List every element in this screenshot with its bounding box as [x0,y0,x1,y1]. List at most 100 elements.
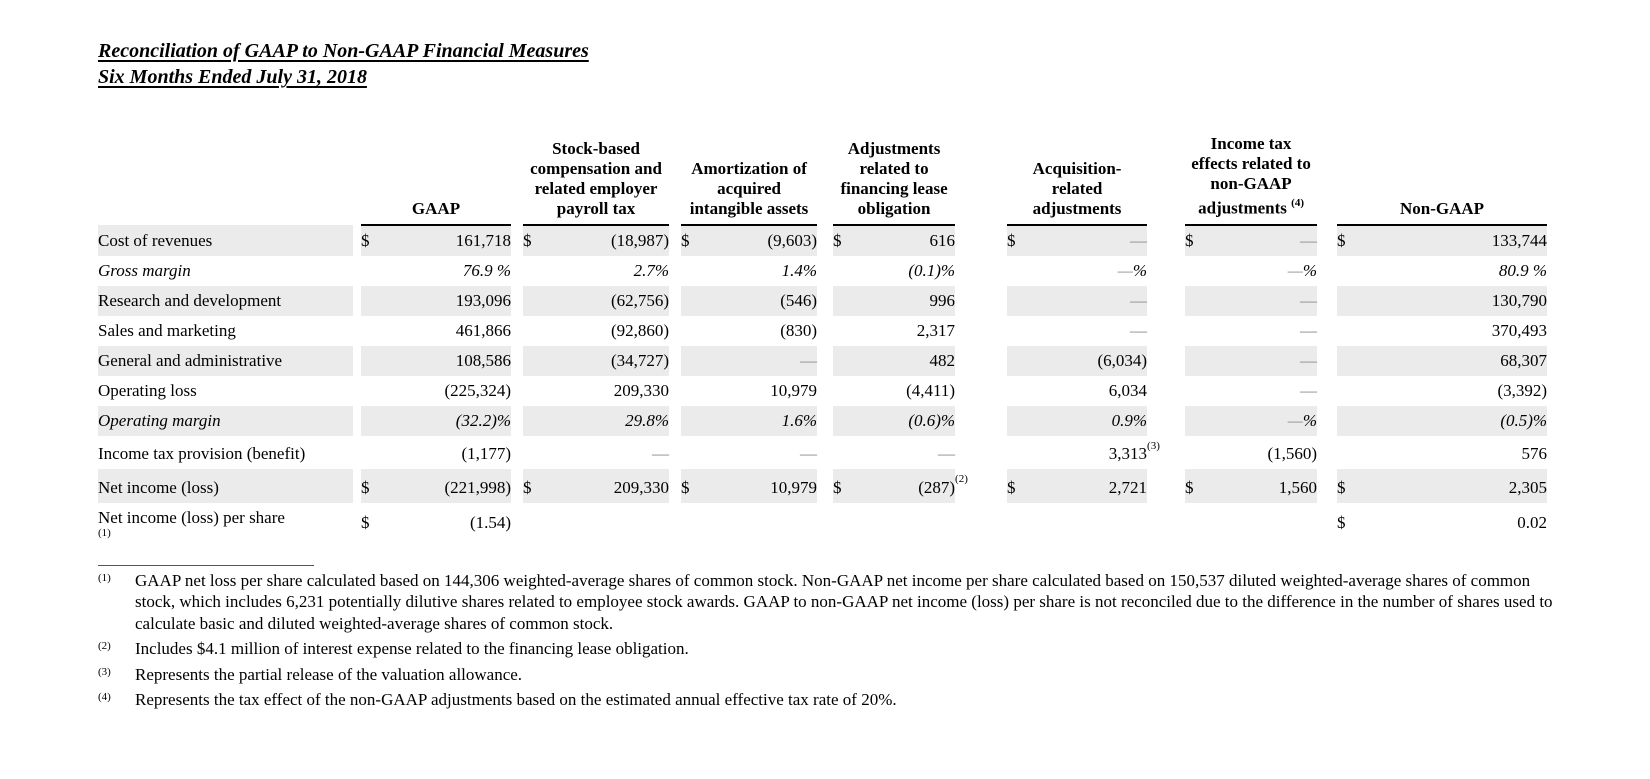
row-label: Research and development [98,285,353,316]
value-non-gaap: (3,392) [1497,380,1548,400]
dollar-sign: $ [1007,469,1032,503]
value-financing-lease: 482 [857,345,956,376]
footnote-4: (4) Represents the tax effect of the non… [98,689,1562,711]
value-amortization: 10,979 [705,469,818,503]
value-sbc: — [652,444,670,464]
value-sbc: 209,330 [547,469,670,503]
value-gaap: (32.2)% [385,405,512,436]
value-amortization: — [800,444,818,464]
row-label: General and administrative [98,345,353,376]
value-tax-effects [1209,503,1317,543]
value-non-gaap: 2,305 [1361,469,1548,503]
value-amortization: (546) [705,285,818,316]
value-acquisition: —% [1117,260,1148,280]
header-spacer [1147,134,1185,225]
dollar-sign: $ [361,512,370,532]
dollar-sign: $ [1185,469,1210,503]
dollar-sign: $ [1337,224,1362,256]
dollar-sign: $ [523,469,548,503]
value-sbc: (92,860) [610,320,670,340]
value-sbc: 29.8% [547,405,670,436]
column-header-amortization: Amortization of acquired intangible asse… [681,134,818,226]
column-header-income-tax-effects: Income tax effects related to non-GAAP a… [1185,134,1318,226]
footnote-3: (3) Represents the partial release of th… [98,664,1562,686]
header-spacer [669,134,681,225]
value-non-gaap: 576 [1521,444,1548,464]
value-amortization: (9,603) [705,224,818,256]
value-financing-lease: (4,411) [906,380,956,400]
value-non-gaap: 68,307 [1361,345,1548,376]
dollar-sign: $ [833,224,858,256]
value-financing-lease: 2,317 [916,320,956,340]
value-financing-lease: (287) [857,469,956,503]
row-label: Income tax provision (benefit) [98,444,306,464]
row-label: Gross margin [98,260,191,280]
column-header-acquisition-related: Acquisition-related adjustments [1007,134,1148,226]
value-financing-lease: 996 [857,285,956,316]
footnote-ref-2: (2) [955,473,968,486]
value-non-gaap: 0.02 [1517,512,1548,532]
value-sbc: (18,987) [547,224,670,256]
value-sbc: (62,756) [547,285,670,316]
value-amortization [705,503,817,543]
table-row-gross-margin: Gross margin 76.9 % 2.7% 1.4% (0.1)% —% … [98,256,1547,286]
column-header-income-tax-effects-text: Income tax effects related to non-GAAP a… [1191,134,1311,218]
dollar-sign: $ [523,224,548,256]
value-financing-lease: (0.1)% [908,260,956,280]
value-sbc: 209,330 [613,380,670,400]
value-financing-lease [857,503,955,543]
header-spacer [353,134,361,225]
value-amortization: 1.6% [705,405,818,436]
row-label: Net income (loss) per share (1) [98,503,353,543]
footnotes: (1) GAAP net loss per share calculated b… [98,570,1562,711]
table-row-general-and-administrative: General and administrative 108,586 (34,7… [98,345,1548,376]
title-line-1: Reconciliation of GAAP to Non-GAAP Finan… [98,40,589,62]
value-amortization: (830) [780,320,818,340]
value-acquisition: — [1130,320,1148,340]
value-acquisition [1031,503,1147,543]
title-line-2: Six Months Ended July 31, 2018 [98,66,367,88]
value-financing-lease: 616 [857,224,956,256]
header-spacer [1317,134,1337,225]
header-empty-label [98,134,353,225]
footnote-ref-3: (3) [1147,439,1160,452]
dollar-sign: $ [1007,224,1032,256]
column-header-non-gaap: Non-GAAP [1337,134,1548,226]
value-amortization: — [705,345,818,376]
footnote-ref-4: (4) [1291,197,1304,209]
value-gaap: 108,586 [385,345,512,376]
value-tax-effects: — [1300,320,1318,340]
value-gaap: (225,324) [444,380,512,400]
value-gaap: 461,866 [455,320,512,340]
table-row-operating-margin: Operating margin (32.2)% 29.8% 1.6% (0.6… [98,405,1548,436]
value-tax-effects: —% [1209,405,1318,436]
value-non-gaap: 133,744 [1361,224,1548,256]
dollar-sign: $ [1185,224,1210,256]
value-acquisition: 3,313 [1108,444,1148,464]
dollar-sign: $ [1337,469,1362,503]
dollar-sign: $ [681,469,706,503]
value-gaap: 193,096 [385,285,512,316]
value-acquisition: (6,034) [1031,345,1148,376]
value-acquisition: 0.9% [1031,405,1148,436]
value-acquisition: 2,721 [1031,469,1148,503]
value-gaap: (221,998) [385,469,512,503]
value-non-gaap: 80.9 % [1498,260,1548,280]
value-tax-effects: 1,560 [1209,469,1318,503]
value-non-gaap: 370,493 [1491,320,1548,340]
value-gaap: 161,718 [385,224,512,256]
value-gaap: (1.54) [469,512,512,532]
footnote-text: GAAP net loss per share calculated based… [135,570,1553,633]
header-spacer [955,134,1007,225]
value-tax-effects: (1,560) [1267,444,1318,464]
value-amortization: 1.4% [781,260,818,280]
table-row-income-tax-provision: Income tax provision (benefit) (1,177) —… [98,436,1547,470]
footnote-text: Includes $4.1 million of interest expens… [135,639,689,659]
value-financing-lease: — [938,444,956,464]
footnote-divider [98,564,314,566]
column-header-financing-lease: Adjustments related to financing lease o… [833,134,956,226]
dollar-sign: $ [833,469,858,503]
dollar-sign: $ [361,224,385,256]
value-acquisition: 6,034 [1108,380,1148,400]
document-title: Reconciliation of GAAP to Non-GAAP Finan… [98,38,1562,90]
